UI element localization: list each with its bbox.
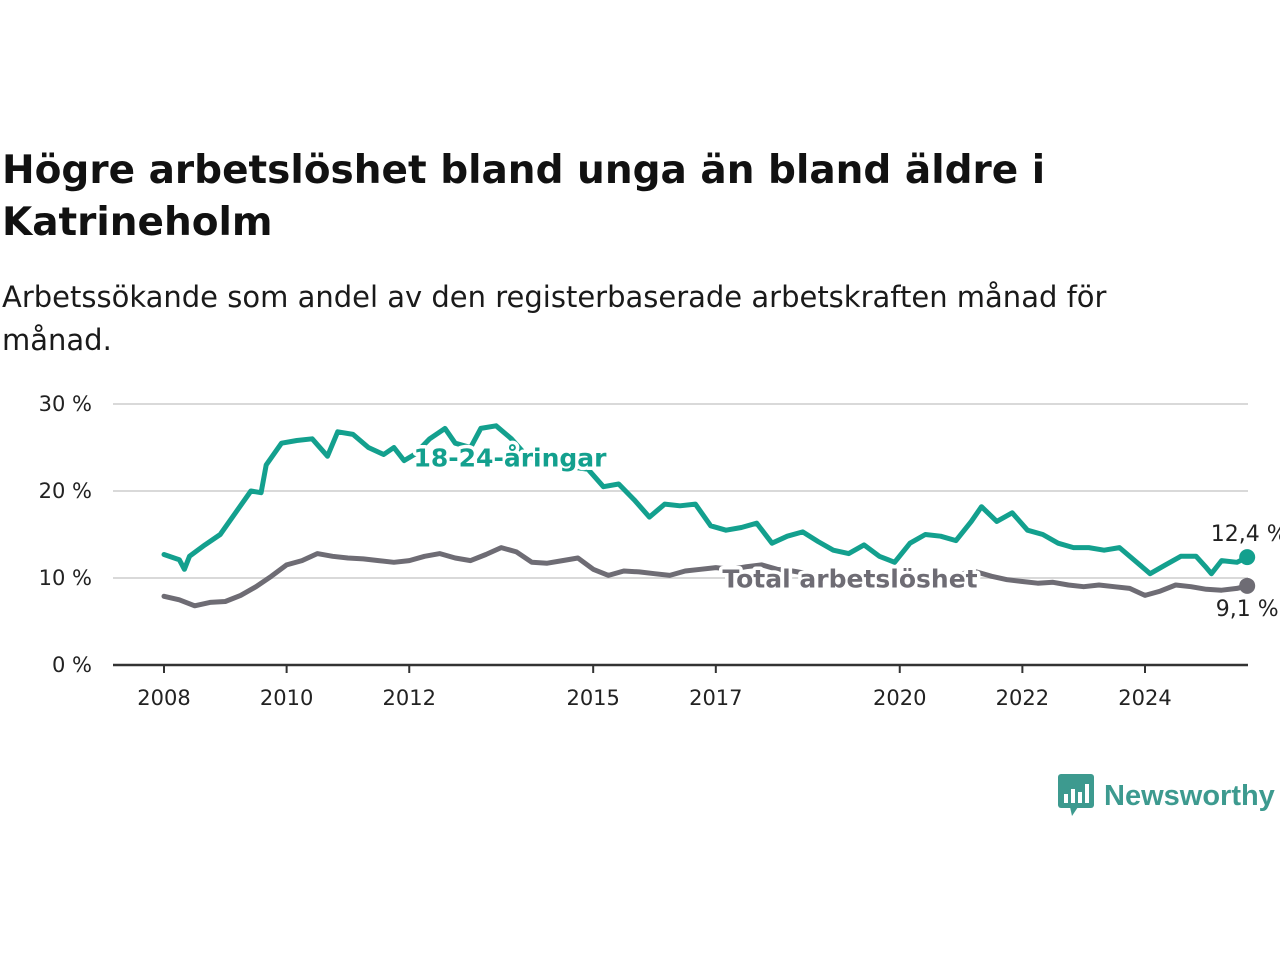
total-end-marker <box>1239 577 1256 594</box>
series-labels: 18-24-åringar Total arbetslöshet 12,4 % 9,1… <box>410 440 1280 622</box>
chart-subtitle: Arbetssökande som andel av den registerb… <box>2 280 1107 357</box>
x-axis-ticks: 2008 2010 2012 2015 2017 2020 2022 2024 <box>137 665 1172 710</box>
newsworthy-logo-icon <box>1058 774 1094 816</box>
x-tick-label: 2024 <box>1118 686 1171 710</box>
y-tick-label: 0 % <box>52 653 92 677</box>
total-end-value: 9,1 % <box>1216 597 1279 622</box>
line-chart: 0 % 10 % 20 % 30 % 2008 2010 2012 2015 2017 2020… <box>39 392 1280 710</box>
x-tick-label: 2012 <box>383 686 436 710</box>
y-axis-ticks: 0 % 10 % 20 % 30 % <box>39 392 92 677</box>
youth-end-marker <box>1239 549 1256 566</box>
x-tick-label: 2010 <box>260 686 313 710</box>
total-series-line <box>161 545 1250 609</box>
youth-series-label: 18-24-åringar <box>414 444 608 473</box>
x-tick-label: 2022 <box>996 686 1049 710</box>
total-series-label: Total arbetslöshet <box>722 565 977 594</box>
youth-end-value: 12,4 % <box>1211 522 1280 547</box>
y-tick-label: 10 % <box>39 566 92 590</box>
x-tick-label: 2015 <box>566 686 619 710</box>
series-lines <box>161 423 1256 609</box>
brand-name: Newsworthy <box>1104 779 1275 812</box>
x-tick-label: 2008 <box>137 686 190 710</box>
grid-lines <box>113 403 1248 667</box>
youth-series-line <box>161 423 1250 577</box>
y-tick-label: 30 % <box>39 392 92 416</box>
brand-logo: Newsworthy <box>1058 772 1275 820</box>
chart-title: Högre arbetslöshet bland unga än bland ä… <box>2 148 1046 245</box>
x-tick-label: 2020 <box>873 686 926 710</box>
x-tick-label: 2017 <box>689 686 742 710</box>
y-tick-label: 20 % <box>39 479 92 503</box>
